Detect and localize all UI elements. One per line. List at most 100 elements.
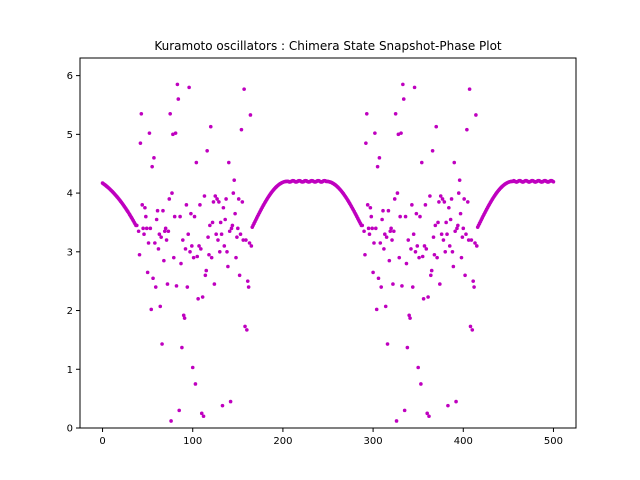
incoherent-point bbox=[242, 87, 246, 91]
y-tick-label: 5 bbox=[67, 130, 73, 141]
incoherent-point bbox=[439, 232, 444, 236]
incoherent-point bbox=[424, 247, 429, 251]
incoherent-point bbox=[225, 250, 229, 254]
y-tick-label: 4 bbox=[67, 189, 73, 200]
incoherent-point bbox=[466, 238, 471, 242]
incoherent-point bbox=[201, 414, 206, 419]
incoherent-point bbox=[372, 241, 376, 245]
incoherent-point bbox=[139, 111, 144, 116]
incoherent-point bbox=[413, 250, 418, 254]
incoherent-point bbox=[462, 197, 466, 201]
incoherent-point bbox=[419, 382, 423, 386]
incoherent-point bbox=[235, 235, 239, 239]
incoherent-point bbox=[183, 247, 188, 251]
incoherent-point bbox=[169, 419, 173, 423]
incoherent-point bbox=[226, 264, 230, 269]
incoherent-point bbox=[154, 217, 159, 222]
incoherent-point bbox=[136, 229, 141, 234]
incoherent-point bbox=[230, 223, 235, 228]
incoherent-point bbox=[161, 208, 165, 213]
data-points bbox=[100, 82, 556, 423]
incoherent-point bbox=[433, 223, 438, 228]
x-tick-label: 100 bbox=[183, 436, 202, 447]
incoherent-point bbox=[467, 87, 472, 91]
incoherent-point bbox=[377, 156, 382, 160]
incoherent-point bbox=[412, 85, 417, 90]
incoherent-point bbox=[390, 238, 394, 242]
incoherent-point bbox=[385, 342, 390, 346]
incoherent-point bbox=[371, 270, 375, 275]
incoherent-point bbox=[431, 235, 436, 239]
incoherent-point bbox=[149, 307, 154, 312]
y-tick-label: 1 bbox=[67, 365, 73, 376]
incoherent-point bbox=[378, 241, 383, 245]
incoherent-point bbox=[403, 214, 408, 219]
incoherent-point bbox=[414, 211, 419, 216]
incoherent-point bbox=[181, 313, 186, 318]
incoherent-point bbox=[223, 217, 227, 222]
y-tick-label: 3 bbox=[67, 247, 73, 258]
incoherent-point bbox=[423, 203, 428, 207]
incoherent-point bbox=[199, 247, 203, 251]
incoherent-point bbox=[150, 164, 154, 169]
incoherent-point bbox=[374, 226, 378, 231]
incoherent-point bbox=[147, 131, 152, 135]
incoherent-point bbox=[416, 365, 420, 370]
incoherent-point bbox=[222, 244, 227, 248]
incoherent-point bbox=[446, 403, 450, 408]
incoherent-point bbox=[196, 296, 200, 301]
incoherent-point bbox=[162, 229, 167, 234]
incoherent-point bbox=[459, 255, 464, 260]
incoherent-point bbox=[457, 178, 462, 182]
incoherent-point bbox=[411, 232, 416, 236]
incoherent-point bbox=[175, 82, 180, 87]
incoherent-point bbox=[182, 316, 187, 320]
incoherent-point bbox=[363, 252, 367, 257]
incoherent-point bbox=[145, 270, 150, 275]
incoherent-point bbox=[158, 304, 163, 309]
incoherent-point bbox=[155, 208, 160, 213]
incoherent-point bbox=[231, 191, 236, 195]
incoherent-point bbox=[189, 211, 193, 216]
incoherent-point bbox=[142, 232, 146, 236]
incoherent-point bbox=[392, 197, 397, 201]
incoherent-point bbox=[216, 238, 220, 242]
incoherent-point bbox=[475, 244, 479, 248]
incoherent-point bbox=[209, 255, 214, 260]
incoherent-point bbox=[241, 238, 246, 242]
incoherent-point bbox=[141, 226, 145, 231]
incoherent-point bbox=[202, 194, 207, 198]
incoherent-point bbox=[167, 197, 172, 201]
incoherent-point bbox=[444, 220, 448, 225]
incoherent-point bbox=[383, 304, 388, 309]
incoherent-point bbox=[394, 419, 399, 423]
incoherent-point bbox=[465, 200, 470, 204]
incoherent-point bbox=[469, 238, 474, 242]
incoherent-point bbox=[179, 261, 183, 266]
incoherent-point bbox=[162, 258, 166, 263]
incoherent-point bbox=[151, 276, 155, 281]
x-tick-label: 400 bbox=[454, 436, 473, 447]
incoherent-point bbox=[373, 131, 377, 135]
incoherent-point bbox=[215, 197, 219, 201]
incoherent-point bbox=[408, 316, 412, 320]
plot-frame bbox=[79, 57, 577, 429]
incoherent-point bbox=[229, 226, 234, 231]
incoherent-point bbox=[397, 255, 402, 260]
incoherent-point bbox=[208, 223, 212, 228]
incoherent-point bbox=[360, 223, 365, 228]
incoherent-point bbox=[383, 232, 387, 236]
incoherent-point bbox=[410, 285, 415, 289]
incoherent-point bbox=[248, 113, 253, 117]
incoherent-point bbox=[144, 214, 148, 219]
incoherent-point bbox=[409, 247, 413, 251]
incoherent-point bbox=[391, 282, 395, 286]
incoherent-point bbox=[364, 111, 369, 116]
incoherent-point bbox=[404, 261, 409, 266]
incoherent-point bbox=[406, 238, 411, 242]
incoherent-point bbox=[455, 226, 459, 231]
incoherent-point bbox=[470, 328, 475, 332]
incoherent-point bbox=[472, 285, 476, 289]
incoherent-point bbox=[152, 156, 156, 160]
incoherent-point bbox=[191, 255, 196, 260]
